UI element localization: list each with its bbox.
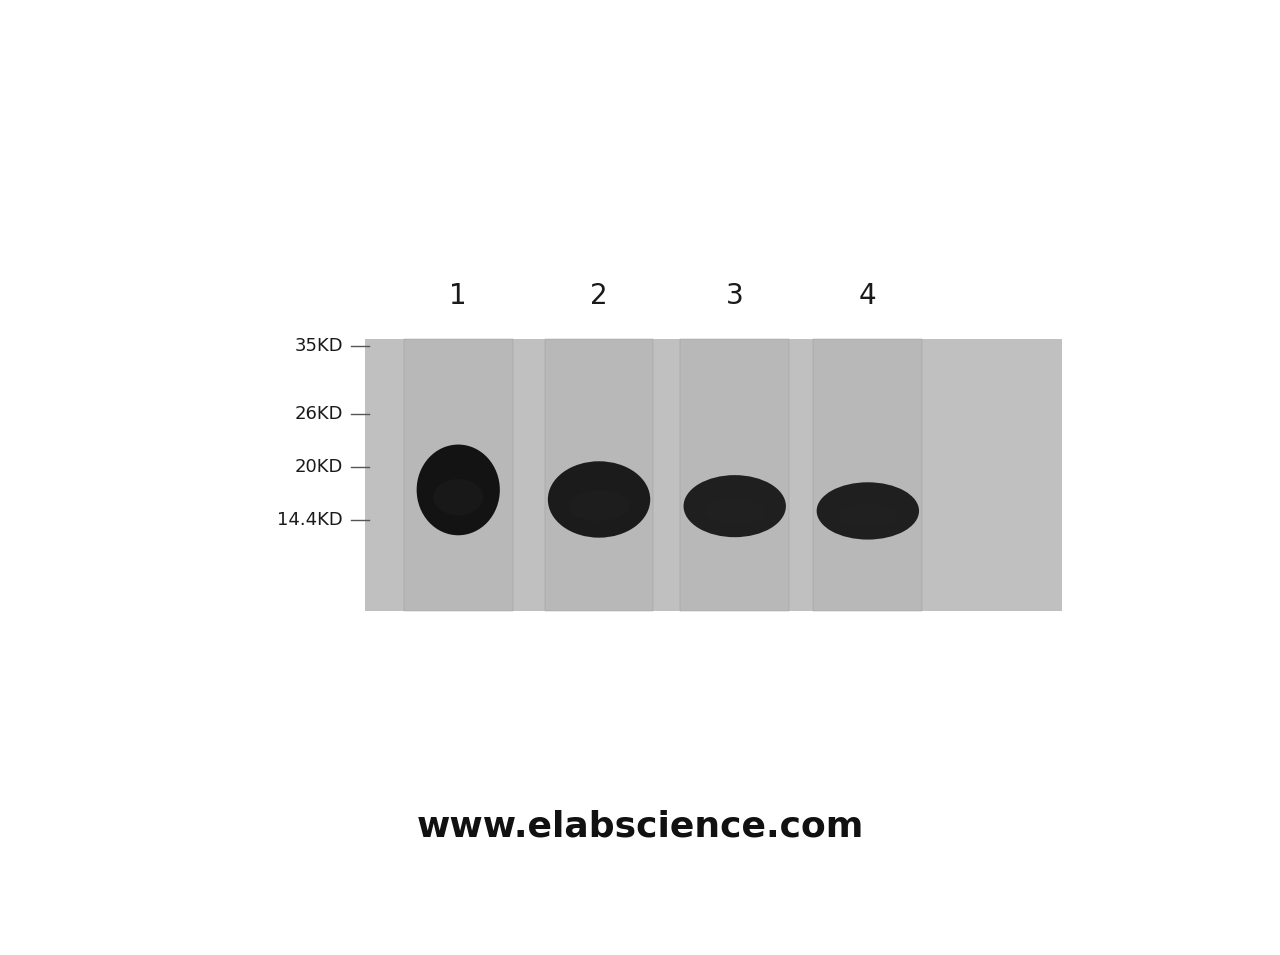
Bar	[814, 339, 922, 611]
Ellipse shape	[704, 499, 765, 523]
Bar	[681, 339, 788, 611]
Bar	[545, 339, 654, 611]
Text: 2: 2	[590, 283, 608, 310]
Ellipse shape	[837, 504, 899, 527]
Text: 26KD: 26KD	[294, 405, 343, 422]
Ellipse shape	[817, 482, 919, 540]
Ellipse shape	[548, 461, 650, 538]
Ellipse shape	[433, 479, 484, 516]
Text: 1: 1	[449, 283, 467, 310]
Text: 3: 3	[726, 283, 744, 310]
Ellipse shape	[568, 490, 630, 520]
Ellipse shape	[684, 476, 786, 537]
Text: 14.4KD: 14.4KD	[278, 511, 343, 528]
Bar	[404, 339, 513, 611]
Ellipse shape	[417, 445, 500, 535]
Bar	[365, 339, 1062, 611]
Text: 20KD: 20KD	[294, 458, 343, 476]
Text: www.elabscience.com: www.elabscience.com	[416, 809, 864, 843]
Text: 4: 4	[859, 283, 877, 310]
Text: 35KD: 35KD	[294, 337, 343, 354]
